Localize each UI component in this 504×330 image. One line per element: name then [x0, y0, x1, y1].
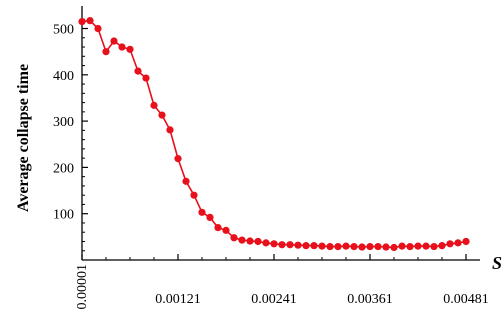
- data-point: [78, 17, 86, 26]
- data-point: [366, 242, 374, 251]
- y-axis-label: Average collapse time: [15, 64, 32, 212]
- data-point: [126, 45, 134, 53]
- data-point: [86, 17, 94, 25]
- data-point: [326, 242, 334, 251]
- data-point: [142, 74, 150, 82]
- data-point: [342, 242, 350, 250]
- data-point: [438, 242, 446, 250]
- data-point: [190, 191, 198, 199]
- data-point: [246, 237, 254, 245]
- data-point: [230, 234, 238, 242]
- data-point: [198, 208, 206, 216]
- data-point: [150, 101, 158, 109]
- data-point: [262, 239, 270, 247]
- data-point: [430, 242, 438, 251]
- data-point: [358, 243, 366, 251]
- y-tick-label: 400: [53, 69, 74, 84]
- data-point: [374, 242, 382, 251]
- axes: 100 200 300 400 500 0.00001 0.00121 0.00241 0.00…: [53, 6, 489, 310]
- data-point: [174, 155, 182, 163]
- data-point: [310, 242, 318, 250]
- data-point: [270, 240, 278, 248]
- data-point: [302, 242, 310, 250]
- data-point: [382, 243, 390, 251]
- data-point: [206, 213, 214, 222]
- data-point: [294, 241, 302, 249]
- x-tick-label: 0.00481: [443, 292, 489, 307]
- x-tick-label: 0.00361: [347, 292, 393, 307]
- y-tick-label: 200: [53, 161, 74, 176]
- data-point: [406, 242, 414, 251]
- data-point: [166, 126, 174, 134]
- data-point: [278, 241, 286, 249]
- data-point: [286, 241, 294, 249]
- series-line: [81, 19, 467, 249]
- data-point: [214, 223, 222, 232]
- data-point: [390, 243, 398, 252]
- data-point: [446, 240, 454, 248]
- series-layer: [78, 17, 470, 252]
- data-point: [94, 24, 102, 33]
- data-point: [350, 242, 358, 251]
- y-tick-label: 100: [53, 208, 74, 223]
- data-point: [254, 237, 262, 246]
- data-point: [182, 177, 190, 185]
- x-tick-label: 0.00121: [155, 292, 201, 307]
- data-point: [454, 239, 462, 247]
- data-point: [462, 237, 470, 246]
- x-tick-label: 0.00241: [251, 292, 297, 307]
- data-point: [238, 236, 246, 244]
- y-tick-label: 300: [53, 115, 74, 130]
- x-tick-label: 0.00001: [75, 264, 90, 310]
- data-point: [414, 242, 422, 250]
- data-point: [422, 242, 430, 250]
- data-point: [134, 67, 142, 75]
- data-point: [110, 37, 118, 45]
- data-point: [398, 242, 406, 250]
- data-point: [334, 242, 342, 251]
- y-tick-label: 500: [53, 23, 74, 38]
- data-point: [318, 242, 326, 250]
- data-point: [222, 226, 230, 234]
- x-axis-label: S: [492, 253, 502, 273]
- data-point: [102, 48, 110, 56]
- data-point: [158, 111, 166, 119]
- data-point: [118, 43, 126, 51]
